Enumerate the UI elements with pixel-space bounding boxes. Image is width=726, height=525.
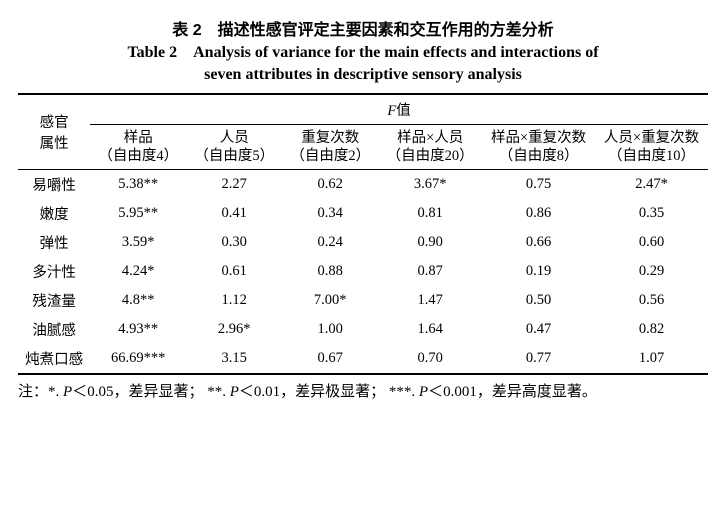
table-row: 炖煮口感 66.69***3.150.670.700.771.07 [18, 344, 708, 374]
table-caption: 表 2 描述性感官评定主要因素和交互作用的方差分析 Table 2 Analys… [18, 16, 708, 85]
caption-en-prefix: Table 2 [127, 44, 177, 61]
table-row: 弹性 3.59*0.300.240.900.660.60 [18, 228, 708, 257]
col-panelist: 人员（自由度5） [186, 125, 282, 170]
table-footnote: 注：*. P＜0.05，差异显著； **. P＜0.01，差异极显著； ***.… [18, 381, 708, 404]
caption-cn: 描述性感官评定主要因素和交互作用的方差分析 [218, 22, 554, 39]
table-body: 易嚼性 5.38**2.270.623.67*0.752.47* 嫩度 5.95… [18, 170, 708, 375]
table-row: 多汁性 4.24*0.610.880.870.190.29 [18, 257, 708, 286]
header-fvalue: FF值值 [90, 94, 708, 125]
anova-table: 感官属性 FF值值 样品（自由度4） 人员（自由度5） 重复次数（自由度2） 样… [18, 93, 708, 375]
col-sample-panelist: 样品×人员（自由度20） [378, 125, 482, 170]
col-panelist-replicate: 人员×重复次数（自由度10） [595, 125, 708, 170]
header-attribute: 感官属性 [18, 94, 90, 170]
col-sample-replicate: 样品×重复次数（自由度8） [482, 125, 595, 170]
table-row: 嫩度 5.95**0.410.340.810.860.35 [18, 199, 708, 228]
col-sample: 样品（自由度4） [90, 125, 186, 170]
caption-en-line1: Analysis of variance for the main effect… [193, 44, 598, 61]
caption-en-line2: seven attributes in descriptive sensory … [204, 66, 522, 83]
table-row: 易嚼性 5.38**2.270.623.67*0.752.47* [18, 170, 708, 200]
table-row: 油腻感 4.93**2.96*1.001.640.470.82 [18, 315, 708, 344]
col-replicate: 重复次数（自由度2） [282, 125, 378, 170]
caption-cn-prefix: 表 2 [172, 22, 201, 39]
table-row: 残渣量 4.8**1.127.00*1.470.500.56 [18, 286, 708, 315]
